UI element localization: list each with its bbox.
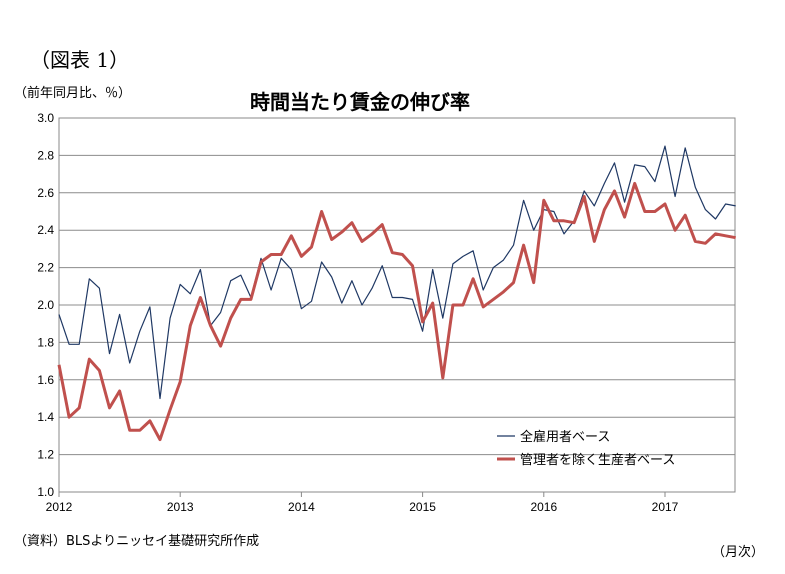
plot-area-frame xyxy=(58,117,736,493)
x-tick-label: 2014 xyxy=(288,500,315,514)
x-unit-label: （月次） xyxy=(712,545,765,560)
x-tick-label: 2016 xyxy=(530,500,557,514)
y-tick-label: 2.4 xyxy=(37,223,54,237)
x-tick-label: 2013 xyxy=(167,500,194,514)
y-tick-label: 2.8 xyxy=(37,148,54,162)
x-axis-ticks: 2012 2013 2014 2015 2016 2017 xyxy=(46,492,679,514)
x-tick-label: 2017 xyxy=(652,500,679,514)
y-unit-label: （前年同月比、％） xyxy=(14,86,132,101)
y-tick-label: 2.0 xyxy=(37,298,54,312)
y-tick-label: 2.6 xyxy=(37,186,54,200)
legend-label-all-employees: 全雇用者ベース xyxy=(520,429,610,445)
series-line-production-workers xyxy=(57,181,736,442)
legend-label-production-workers: 管理者を除く生産者ベース xyxy=(520,452,675,468)
series-lines xyxy=(57,145,736,442)
y-tick-label: 1.8 xyxy=(37,335,54,349)
x-tick-label: 2012 xyxy=(46,500,73,514)
y-tick-label: 3.0 xyxy=(37,111,54,125)
figure-label: （図表 1） xyxy=(30,48,130,72)
y-tick-label: 1.0 xyxy=(37,485,54,499)
legend: 全雇用者ベース 管理者を除く生産者ベース xyxy=(497,429,675,468)
source-note: （資料）BLSよりニッセイ基礎研究所作成 xyxy=(14,534,260,549)
gridlines xyxy=(59,154,735,456)
y-axis-ticks: 3.0 2.8 2.6 2.4 2.2 2.0 1.8 1.6 1.4 1.2 1.0 xyxy=(37,111,54,499)
y-tick-label: 1.6 xyxy=(37,373,54,387)
series-line-all-employees xyxy=(58,145,736,400)
x-tick-label: 2015 xyxy=(409,500,436,514)
y-tick-label: 1.2 xyxy=(37,448,54,462)
y-tick-label: 2.2 xyxy=(37,261,54,275)
chart-title: 時間当たり賃金の伸び率 xyxy=(250,90,470,114)
y-tick-label: 1.4 xyxy=(37,410,54,424)
